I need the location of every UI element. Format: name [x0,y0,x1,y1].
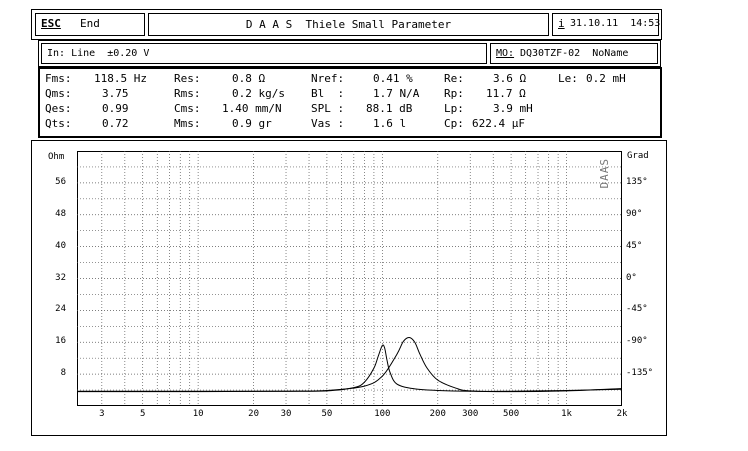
mms-label: Mms: [174,117,201,130]
nref-value: 0.41 % [373,72,413,85]
input-panel[interactable]: In: Line ±0.20 V [41,43,487,64]
page-title: D A A S Thiele Small Parameter [245,18,452,31]
x-tick-label: 50 [321,409,333,419]
spl-label: SPL : [311,102,345,115]
impedance-curve-2 [77,336,622,393]
title-panel: D A A S Thiele Small Parameter [148,13,549,36]
qms-label: Qms: [45,87,72,100]
vas-label: Vas : [311,117,345,130]
cp-label: Cp: [444,117,464,130]
cms-value: 1.40 mm/N [222,102,282,115]
chart-panel [31,140,667,436]
x-tick-label: 100 [374,409,391,419]
y-right-tick-label: 90° [626,208,643,219]
y-left-tick-label: 40 [55,240,66,251]
y-left-tick-label: 24 [55,304,66,315]
bl-label: Bl : [311,87,345,100]
y-left-tick-label: 56 [55,176,66,187]
y-right-tick-label: 0° [626,272,637,283]
qts-value: 0.72 [102,117,129,130]
y-right-tick-label: -135° [626,368,654,379]
bl-value: 1.7 N/A [373,87,420,100]
y-right-axis-title: Grad [627,151,649,161]
model-panel[interactable]: MO: DQ30TZF-02 NoName [490,43,658,64]
esc-end-button[interactable]: ESC End [35,13,145,36]
res-label: Res: [174,72,201,85]
qes-label: Qes: [45,102,72,115]
cms-label: Cms: [174,102,201,115]
nref-label: Nref: [311,72,345,85]
impedance-chart [77,151,622,406]
esc-label: ESC [41,17,61,30]
y-left-tick-label: 16 [55,336,66,347]
y-right-tick-label: -45° [626,304,648,315]
re-label: Re: [444,72,464,85]
y-right-tick-label: -90° [626,336,648,347]
le-value: 0.2 mH [586,72,626,85]
rp-label: Rp: [444,87,464,100]
parameter-panel: Fms: 118.5 Hz Qms: 3.75 Qes: 0.99 Qts: 0… [38,67,662,138]
end-label: End [80,17,100,30]
vas-value: 1.6 l [373,117,407,130]
y-right-tick-label: 135° [626,176,648,187]
y-left-tick-label: 32 [55,272,66,283]
datetime: 31.10.11 14:53 [570,18,661,29]
mms-value: 0.9 gr [232,117,272,130]
y-left-axis-title: Ohm [48,152,65,162]
x-tick-label: 10 [192,409,204,419]
cp-value: 622.4 μF [472,117,525,130]
lp-value: 3.9 mH [493,102,533,115]
info-icon[interactable]: i [558,17,565,30]
qes-value: 0.99 [102,102,129,115]
re-value: 3.6 Ω [493,72,527,85]
qms-value: 3.75 [102,87,129,100]
lp-label: Lp: [444,102,464,115]
x-tick-label: 30 [280,409,292,419]
x-tick-label: 200 [429,409,446,419]
x-tick-label: 5 [139,409,146,419]
y-right-tick-label: 45° [626,240,643,251]
rp-value: 11.7 Ω [486,87,526,100]
model-label: MO: [496,48,515,59]
y-left-tick-label: 48 [55,208,66,219]
rms-value: 0.2 kg/s [232,87,285,100]
y-left-tick-label: 8 [60,368,66,379]
x-tick-label: 20 [248,409,259,419]
input-settings: In: Line ±0.20 V [47,48,150,59]
res-value: 0.8 Ω [232,72,266,85]
rms-label: Rms: [174,87,201,100]
x-tick-label: 3 [99,409,105,419]
x-tick-label: 2k [616,409,628,419]
fms-value: 118.5 Hz [94,72,147,85]
qts-label: Qts: [45,117,72,130]
x-tick-label: 500 [502,409,520,419]
x-tick-label: 1k [561,409,572,419]
model-name: DQ30TZF-02 NoName [520,48,629,59]
x-tick-label: 300 [462,409,479,419]
le-label: Le: [558,72,578,85]
fms-label: Fms: [45,72,72,85]
spl-value: 88.1 dB [366,102,413,115]
datetime-panel[interactable]: i 31.10.11 14:53 [552,13,661,36]
impedance-curve-1 [77,344,622,392]
